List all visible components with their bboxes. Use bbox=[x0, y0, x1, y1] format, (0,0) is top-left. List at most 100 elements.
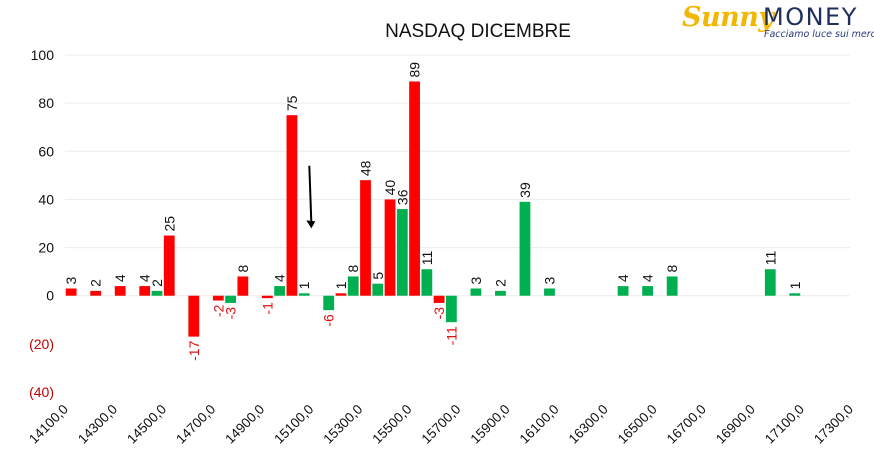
data-label: 25 bbox=[161, 216, 177, 232]
bar bbox=[212, 295, 224, 301]
x-tick-label: 14700,0 bbox=[173, 402, 218, 447]
data-label: 3 bbox=[541, 276, 557, 284]
data-label: 4 bbox=[112, 274, 128, 282]
bar bbox=[642, 286, 654, 296]
data-label: 40 bbox=[382, 180, 398, 196]
bar bbox=[286, 115, 298, 296]
x-tick-label: 16500,0 bbox=[615, 402, 660, 447]
y-tick-label: 60 bbox=[38, 143, 54, 159]
data-label: 36 bbox=[394, 189, 410, 205]
bar bbox=[519, 201, 531, 296]
chart-title: NASDAQ DICEMBRE bbox=[385, 21, 571, 42]
bar bbox=[666, 276, 678, 296]
bar bbox=[470, 288, 482, 296]
data-label: 48 bbox=[358, 160, 374, 176]
data-label: 4 bbox=[640, 274, 656, 282]
data-label: 2 bbox=[149, 279, 165, 287]
bar bbox=[323, 295, 335, 311]
y-tick-label: 0 bbox=[46, 288, 54, 304]
bar bbox=[372, 283, 384, 296]
x-tick-label: 15300,0 bbox=[320, 402, 365, 447]
bar bbox=[396, 209, 408, 296]
data-label: 4 bbox=[137, 274, 153, 282]
x-tick-label: 16100,0 bbox=[517, 402, 562, 447]
data-label: 3 bbox=[63, 276, 79, 284]
x-tick-label: 15500,0 bbox=[369, 402, 414, 447]
arrow-shaft bbox=[308, 165, 313, 223]
y-axis-ticks: 100 80 60 40 20 0 (20) (40) bbox=[29, 47, 54, 400]
bar bbox=[163, 235, 175, 296]
brand-logo: Sunny MONEY Facciamo luce sui mercati bbox=[680, 2, 874, 44]
bar bbox=[384, 199, 396, 296]
brand-tagline: Facciamo luce sui mercati bbox=[764, 29, 874, 40]
bar bbox=[433, 295, 445, 303]
bar bbox=[347, 276, 359, 296]
bar bbox=[151, 290, 163, 296]
x-tick-label: 15100,0 bbox=[271, 402, 316, 447]
bar bbox=[764, 269, 776, 296]
brand-sunny: Sunny bbox=[682, 2, 774, 33]
data-label: 8 bbox=[664, 264, 680, 272]
gridlines bbox=[65, 54, 850, 297]
data-label: 39 bbox=[517, 182, 533, 198]
bar bbox=[90, 290, 102, 296]
y-tick-label: 20 bbox=[38, 240, 54, 256]
y-tick-label: (40) bbox=[29, 384, 54, 400]
x-axis-ticks: 14100,0 14300,0 14500,0 14700,0 14900,0 15100… bbox=[26, 402, 856, 447]
bar bbox=[298, 293, 310, 296]
x-tick-label: 16700,0 bbox=[664, 402, 709, 447]
bars bbox=[65, 81, 801, 337]
x-tick-label: 14100,0 bbox=[26, 402, 71, 447]
x-tick-label: 16900,0 bbox=[713, 402, 758, 447]
data-label: 1 bbox=[333, 281, 349, 289]
data-label: 11 bbox=[419, 250, 435, 265]
data-label: 2 bbox=[88, 279, 104, 287]
bar bbox=[544, 288, 555, 296]
x-tick-label: 14300,0 bbox=[75, 402, 120, 447]
bar bbox=[360, 180, 371, 296]
x-tick-label: 17100,0 bbox=[762, 402, 807, 447]
x-tick-label: 15700,0 bbox=[418, 402, 463, 447]
bar bbox=[225, 295, 236, 303]
bar bbox=[274, 286, 286, 296]
bar bbox=[445, 295, 457, 323]
bar bbox=[188, 295, 200, 337]
bar bbox=[237, 276, 249, 296]
data-label: -3 bbox=[223, 307, 239, 320]
x-tick-label: 15900,0 bbox=[468, 402, 513, 447]
data-label: 4 bbox=[272, 274, 288, 282]
data-label: 1 bbox=[787, 281, 803, 289]
data-label: -3 bbox=[431, 307, 447, 320]
y-tick-label: (20) bbox=[29, 336, 54, 352]
bar bbox=[335, 293, 347, 296]
bar bbox=[65, 288, 77, 296]
bar bbox=[421, 269, 433, 296]
data-label: 11 bbox=[762, 250, 778, 265]
bar bbox=[789, 293, 801, 296]
x-tick-label: 14500,0 bbox=[124, 402, 169, 447]
data-label: 75 bbox=[284, 95, 300, 111]
data-label: 3 bbox=[468, 276, 484, 284]
data-label: 8 bbox=[235, 264, 251, 272]
data-label: -11 bbox=[443, 326, 459, 345]
data-label: -6 bbox=[321, 314, 337, 327]
y-tick-label: 40 bbox=[38, 191, 54, 207]
data-label: 1 bbox=[296, 281, 312, 289]
y-tick-label: 80 bbox=[38, 95, 54, 111]
brand-money: MONEY bbox=[763, 3, 858, 31]
data-label: -2 bbox=[210, 304, 226, 317]
data-label: 8 bbox=[345, 264, 361, 272]
bar bbox=[261, 295, 273, 299]
data-label: 5 bbox=[370, 272, 386, 280]
data-labels: 3 24 425-17-28-1751484089-32-341-6853611-1… bbox=[63, 62, 803, 361]
data-label: 89 bbox=[407, 62, 423, 78]
annotations bbox=[306, 165, 316, 229]
arrow-head bbox=[306, 220, 316, 229]
bar bbox=[495, 290, 506, 296]
data-label: 2 bbox=[492, 279, 508, 287]
data-label: -17 bbox=[186, 340, 202, 360]
data-label: -1 bbox=[259, 302, 275, 315]
x-tick-label: 16300,0 bbox=[566, 402, 611, 447]
x-tick-label: 14900,0 bbox=[222, 402, 267, 447]
